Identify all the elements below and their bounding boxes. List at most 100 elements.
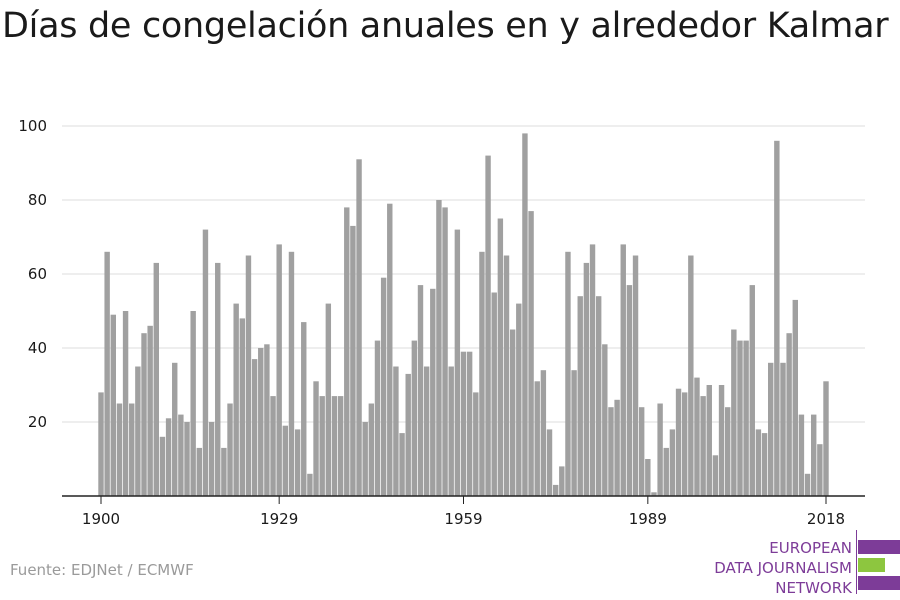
y-tick-label: 20 xyxy=(28,413,47,431)
bar-1915 xyxy=(190,311,196,496)
bar-1904 xyxy=(122,311,129,496)
bar-1994 xyxy=(675,388,682,496)
x-tick-label: 1900 xyxy=(82,510,120,528)
x-tick-label: 2018 xyxy=(807,510,845,528)
bar-1936 xyxy=(319,396,325,496)
bar-1945 xyxy=(374,340,381,496)
bar-1982 xyxy=(602,344,608,496)
bar-1992 xyxy=(663,447,669,496)
bar-2012 xyxy=(786,333,792,496)
bar-1958 xyxy=(454,229,461,496)
bar-1929 xyxy=(276,244,282,496)
bar-1976 xyxy=(565,251,571,496)
logo-text: EUROPEAN DATA JOURNALISM NETWORK xyxy=(692,538,852,598)
bar-1946 xyxy=(380,277,387,496)
bar-1928 xyxy=(270,396,276,496)
bar-1969 xyxy=(522,133,528,496)
bar-1914 xyxy=(184,422,190,496)
logo-divider xyxy=(856,530,857,594)
bar-2003 xyxy=(731,329,737,496)
bar-1923 xyxy=(239,318,246,496)
bar-1911 xyxy=(165,418,172,496)
bar-2017 xyxy=(817,444,823,496)
bar-1902 xyxy=(110,314,116,496)
bar-1966 xyxy=(503,255,510,496)
bar-1957 xyxy=(448,366,454,496)
logo-bar-green xyxy=(858,558,885,572)
y-axis-ticks: 20 40 60 80 100 xyxy=(18,117,47,431)
bar-2002 xyxy=(724,407,731,496)
y-tick-label: 40 xyxy=(28,339,47,357)
bar-1962 xyxy=(479,251,485,496)
bar-2005 xyxy=(743,340,749,496)
bar-1997 xyxy=(694,377,700,496)
bar-2008 xyxy=(761,433,768,496)
bar-1922 xyxy=(233,303,239,496)
bar-1934 xyxy=(307,473,313,496)
bar-1991 xyxy=(657,403,663,496)
bar-1932 xyxy=(294,429,301,496)
bar-1988 xyxy=(638,407,645,496)
bar-1949 xyxy=(399,433,405,496)
bar-1967 xyxy=(509,329,516,496)
bar-1956 xyxy=(442,207,448,496)
bar-1908 xyxy=(147,325,153,496)
bar-1931 xyxy=(288,251,295,496)
bar-2013 xyxy=(792,299,798,496)
bar-1921 xyxy=(227,403,233,496)
bar-1950 xyxy=(405,373,411,496)
bar-1996 xyxy=(688,255,694,496)
bar-1906 xyxy=(135,366,141,496)
bar-1917 xyxy=(202,229,209,496)
bar-1935 xyxy=(313,381,319,496)
bar-1900 xyxy=(98,392,104,496)
bar-1947 xyxy=(387,203,393,496)
bar-2018 xyxy=(823,381,829,496)
bars xyxy=(98,133,829,497)
bar-1986 xyxy=(626,285,633,496)
y-tick-label: 60 xyxy=(28,265,47,283)
logo-line-3: NETWORK xyxy=(775,579,852,597)
bar-2009 xyxy=(768,362,774,496)
bar-1905 xyxy=(129,403,135,496)
bar-1984 xyxy=(614,399,620,496)
y-tick-label: 80 xyxy=(28,191,47,209)
bar-1939 xyxy=(337,396,344,496)
bar-1971 xyxy=(534,381,540,496)
bar-1985 xyxy=(620,244,626,496)
bar-1901 xyxy=(104,251,110,496)
bar-2007 xyxy=(755,429,762,496)
x-tick-label: 1989 xyxy=(629,510,667,528)
bar-1910 xyxy=(159,436,166,496)
logo-line-2: DATA JOURNALISM xyxy=(714,559,852,577)
bar-1954 xyxy=(430,288,436,496)
edjnet-logo: EUROPEAN DATA JOURNALISM NETWORK xyxy=(700,530,900,597)
bar-2004 xyxy=(737,340,743,496)
x-axis-ticks: 1900 1929 1959 1989 2018 xyxy=(82,496,845,528)
x-tick-label: 1959 xyxy=(444,510,482,528)
source-credit: Fuente: EDJNet / ECMWF xyxy=(10,561,194,579)
bar-1993 xyxy=(669,429,676,496)
bar-2015 xyxy=(804,473,811,496)
bar-1942 xyxy=(356,159,362,497)
bar-1961 xyxy=(473,392,479,496)
bar-1912 xyxy=(172,362,178,496)
bar-1965 xyxy=(497,218,504,496)
y-tick-label: 100 xyxy=(18,117,47,135)
bar-1930 xyxy=(282,425,289,496)
bar-1953 xyxy=(423,366,430,496)
bar-2014 xyxy=(798,414,805,496)
chart-title: Días de congelación anuales en y alreded… xyxy=(2,6,889,46)
bar-1972 xyxy=(540,370,547,496)
bar-1918 xyxy=(208,422,215,496)
bar-1979 xyxy=(583,262,590,496)
bar-1964 xyxy=(491,292,497,496)
bar-1933 xyxy=(301,322,307,496)
logo-line-1: EUROPEAN xyxy=(769,539,852,557)
bar-1999 xyxy=(706,385,712,496)
bar-1927 xyxy=(264,344,270,496)
bar-2016 xyxy=(811,414,817,496)
bar-1963 xyxy=(485,155,491,496)
bar-1940 xyxy=(344,207,350,496)
bar-1907 xyxy=(141,333,147,496)
